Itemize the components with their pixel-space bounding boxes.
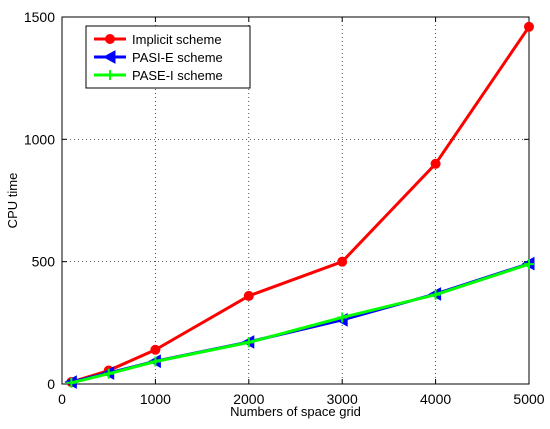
legend-label: PASI-E scheme — [132, 50, 223, 65]
legend-label: Implicit scheme — [132, 32, 222, 47]
data-point — [66, 377, 77, 388]
legend: Implicit scheme PASI-E scheme PASE-I schem… — [85, 25, 251, 89]
y-axis-label: CPU time — [5, 173, 20, 229]
series-layer — [64, 21, 535, 389]
x-tick-label: 0 — [58, 391, 66, 407]
y-tick-label: 1000 — [24, 131, 55, 147]
data-point — [524, 259, 534, 270]
data-point — [150, 356, 161, 367]
data-point — [103, 368, 114, 379]
data-point — [243, 337, 254, 348]
data-point — [430, 289, 441, 300]
data-point — [430, 158, 441, 169]
data-point — [524, 21, 534, 32]
x-axis-label: Numbers of space grid — [230, 404, 361, 419]
data-point — [150, 344, 161, 355]
series-3 — [66, 259, 534, 388]
x-tick-label: 1000 — [140, 391, 171, 407]
axis-ticks: 0 1000 2000 3000 4000 5000 0 500 1000 1500 — [24, 9, 545, 407]
y-tick-label: 0 — [47, 376, 55, 392]
legend-swatch-marker — [105, 70, 115, 80]
data-point — [337, 312, 348, 323]
plot-area-frame — [61, 16, 530, 385]
data-point — [243, 290, 254, 301]
x-tick-label: 4000 — [420, 391, 451, 407]
x-tick-label: 2000 — [233, 391, 264, 407]
legend-swatch-marker — [102, 50, 116, 64]
x-tick-label: 5000 — [513, 391, 544, 407]
y-tick-label: 500 — [32, 254, 56, 270]
data-point — [337, 256, 348, 267]
legend-swatch-marker — [105, 34, 115, 44]
y-tick-label: 1500 — [24, 9, 55, 25]
x-tick-label: 3000 — [327, 391, 358, 407]
legend-label: PASE-I scheme — [132, 68, 223, 83]
